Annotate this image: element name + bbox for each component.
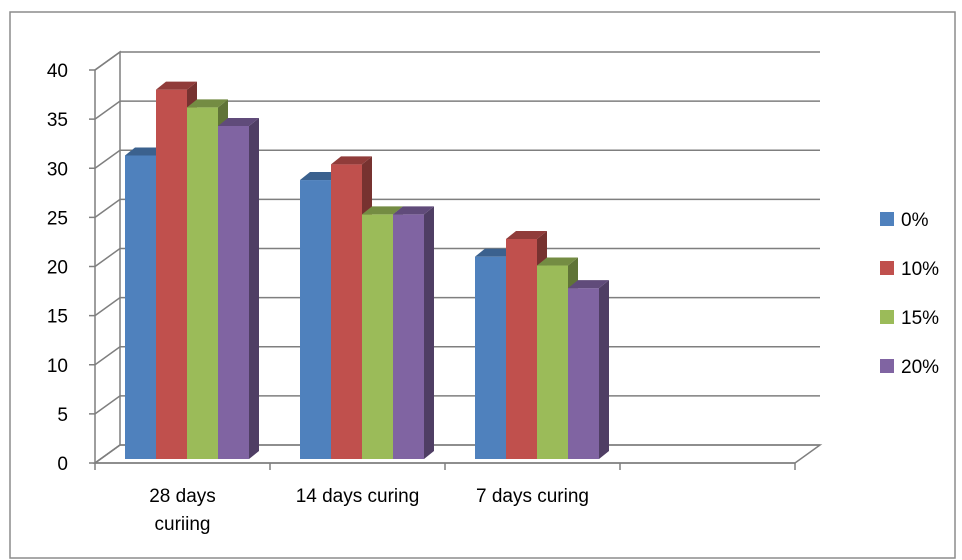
legend-swatch — [880, 359, 894, 373]
legend-label: 0% — [901, 210, 929, 231]
bar-top — [187, 99, 228, 108]
bar-top — [331, 156, 372, 165]
legend-label: 10% — [901, 259, 939, 280]
legend-swatch — [880, 310, 894, 324]
gridline — [94, 51, 820, 71]
legend-label: 15% — [901, 308, 939, 329]
bar — [568, 280, 609, 459]
bar-side — [599, 280, 609, 459]
y-tick-label: 40 — [47, 61, 68, 82]
bar-top — [475, 248, 516, 257]
bar-side — [424, 206, 434, 459]
bars — [125, 81, 609, 460]
legend-item: 20% — [880, 357, 939, 378]
bar-front — [218, 126, 249, 459]
gridline — [94, 198, 820, 218]
bar-front — [568, 288, 599, 459]
bar — [218, 118, 259, 459]
y-tick-label: 25 — [47, 208, 68, 229]
category-labels: 28 days curiing 14 days curing 7 days curin… — [149, 486, 589, 535]
legend-label: 20% — [901, 357, 939, 378]
y-tick-labels: 0 5 10 15 20 25 30 35 40 — [47, 61, 68, 475]
y-tick-label: 5 — [57, 405, 68, 426]
legend-swatch — [880, 212, 894, 226]
category-label: 28 days curiing — [149, 486, 216, 535]
bar-front — [187, 107, 218, 460]
gridline — [94, 149, 820, 169]
legend-swatch — [880, 261, 894, 275]
bar-top — [537, 257, 578, 266]
bar-front — [506, 238, 537, 459]
bar-front — [300, 180, 331, 460]
bar-front — [156, 89, 187, 460]
legend-item: 0% — [880, 210, 929, 231]
category-label: 14 days curing — [296, 486, 420, 507]
bar-top — [156, 81, 197, 90]
gridline — [94, 100, 820, 120]
bar-front — [362, 214, 393, 459]
bar-front — [125, 155, 156, 460]
bar-top — [218, 118, 259, 127]
y-tick-label: 35 — [47, 110, 68, 131]
bar-front — [475, 256, 506, 459]
y-tick-label: 20 — [47, 258, 68, 279]
y-tick-label: 0 — [57, 454, 68, 475]
legend-item: 15% — [880, 308, 939, 329]
bar-top — [362, 206, 403, 215]
gridline — [94, 247, 820, 268]
y-tick-label: 15 — [47, 307, 68, 328]
bar-top — [125, 147, 166, 156]
bar-side — [249, 118, 259, 459]
bar-top — [300, 172, 341, 181]
bar-front — [537, 265, 568, 459]
legend-item: 10% — [880, 259, 939, 280]
bar — [393, 206, 434, 459]
bar-top — [506, 230, 547, 239]
category-label: 7 days curing — [476, 486, 589, 507]
bar-front — [393, 214, 424, 459]
bar-top — [568, 280, 609, 289]
legend: 0% 10% 15% 20% — [880, 210, 939, 378]
bar-top — [393, 206, 434, 215]
bar-front — [331, 164, 362, 459]
axes — [89, 69, 796, 470]
y-tick-label: 10 — [47, 356, 68, 377]
y-tick-label: 30 — [47, 159, 68, 180]
bar — [475, 248, 516, 459]
